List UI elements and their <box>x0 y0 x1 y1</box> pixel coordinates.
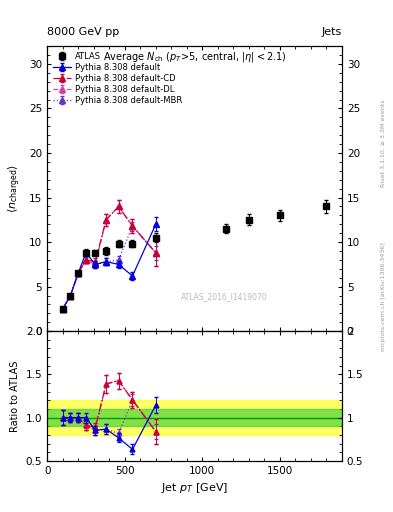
Text: ATLAS_2016_I1419070: ATLAS_2016_I1419070 <box>181 292 267 302</box>
Text: Jets: Jets <box>321 27 342 37</box>
Y-axis label: Ratio to ATLAS: Ratio to ATLAS <box>10 360 20 432</box>
Bar <box>47 409 342 426</box>
Text: Average $N_\mathrm{ch}$ ($p_T\!>\!5$, central, $|\eta| < 2.1$): Average $N_\mathrm{ch}$ ($p_T\!>\!5$, ce… <box>103 50 286 65</box>
Bar <box>47 400 342 435</box>
Text: mcplots.cern.ch [arXiv:1306.3436]: mcplots.cern.ch [arXiv:1306.3436] <box>381 243 386 351</box>
Legend: ATLAS, Pythia 8.308 default, Pythia 8.308 default-CD, Pythia 8.308 default-DL, P: ATLAS, Pythia 8.308 default, Pythia 8.30… <box>51 50 184 107</box>
Text: Rivet 3.1.10, ≥ 3.3M events: Rivet 3.1.10, ≥ 3.3M events <box>381 99 386 187</box>
X-axis label: Jet $p_T$ [GeV]: Jet $p_T$ [GeV] <box>161 481 228 495</box>
Y-axis label: $\langle n_\mathrm{charged} \rangle$: $\langle n_\mathrm{charged} \rangle$ <box>7 164 24 213</box>
Text: 8000 GeV pp: 8000 GeV pp <box>47 27 119 37</box>
